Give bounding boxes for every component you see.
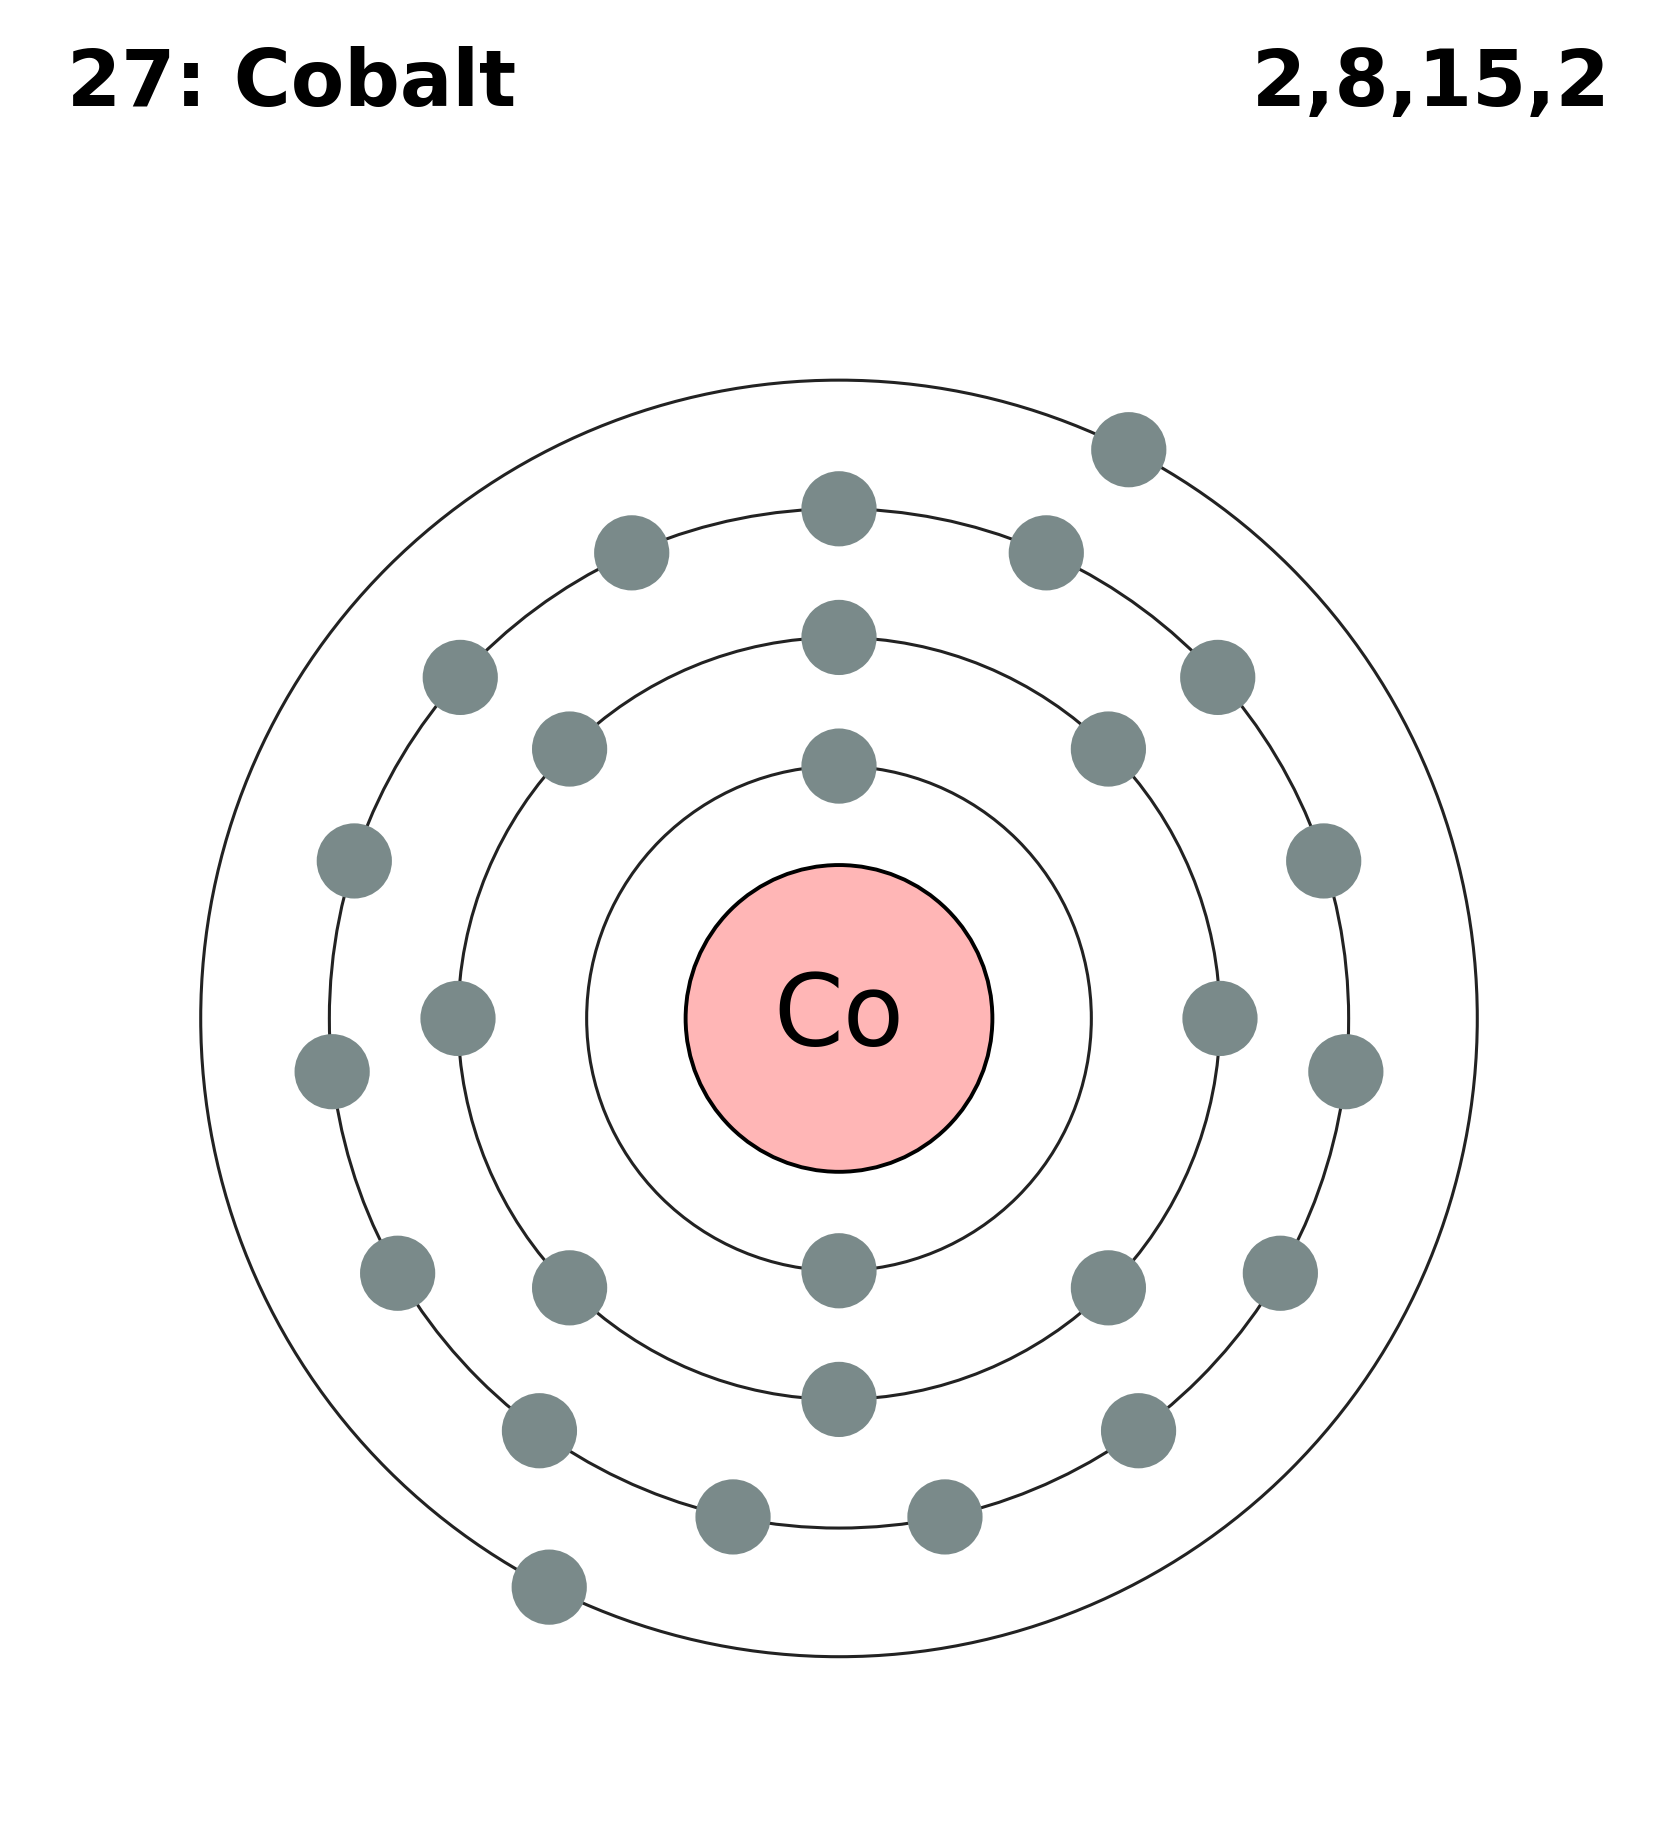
Circle shape [1309, 1035, 1383, 1110]
Circle shape [1101, 1393, 1176, 1468]
Circle shape [594, 516, 670, 591]
Circle shape [802, 1233, 876, 1308]
Circle shape [1071, 712, 1146, 787]
Circle shape [1183, 982, 1257, 1055]
Circle shape [1008, 516, 1084, 591]
Circle shape [1180, 640, 1255, 716]
Circle shape [317, 824, 393, 899]
Circle shape [908, 1479, 983, 1554]
Text: 2,8,15,2: 2,8,15,2 [1252, 46, 1611, 121]
Circle shape [1285, 824, 1361, 899]
Circle shape [1091, 413, 1166, 488]
Circle shape [421, 982, 495, 1055]
Circle shape [512, 1549, 587, 1624]
Circle shape [802, 600, 876, 675]
Circle shape [532, 712, 607, 787]
Circle shape [686, 864, 992, 1173]
Text: 27: Cobalt: 27: Cobalt [67, 46, 517, 121]
Circle shape [532, 1250, 607, 1325]
Circle shape [802, 728, 876, 804]
Circle shape [695, 1479, 770, 1554]
Circle shape [802, 1362, 876, 1437]
Circle shape [502, 1393, 577, 1468]
Circle shape [295, 1035, 369, 1110]
Circle shape [361, 1235, 435, 1310]
Circle shape [802, 472, 876, 547]
Circle shape [423, 640, 498, 716]
Circle shape [1243, 1235, 1317, 1310]
Circle shape [1071, 1250, 1146, 1325]
Text: Co: Co [774, 971, 904, 1066]
